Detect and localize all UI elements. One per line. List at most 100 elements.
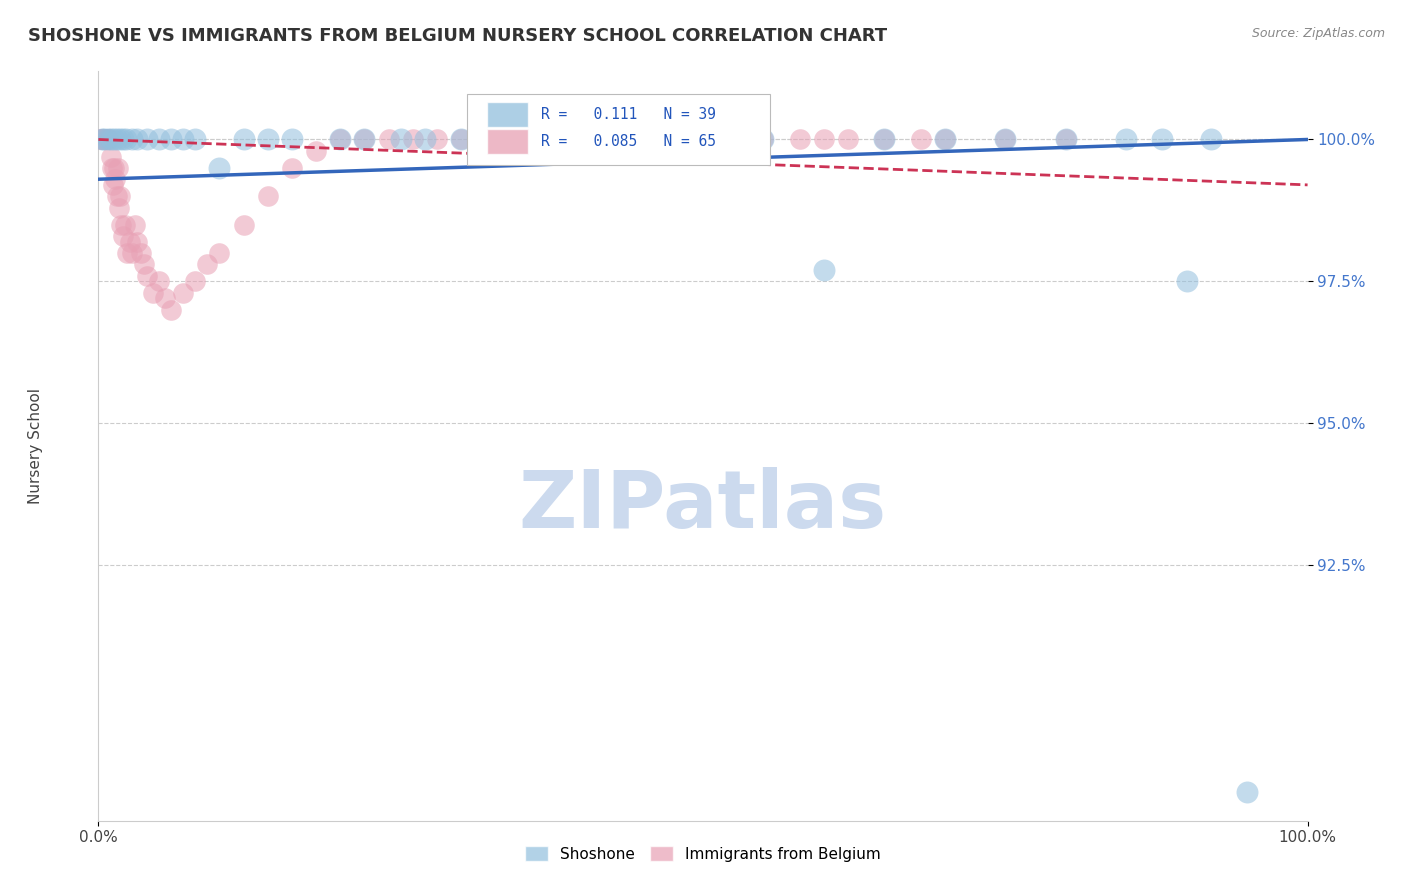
Point: [104, 172, 127, 186]
Point: [873, 132, 896, 146]
Point: [100, 132, 122, 146]
Point: [510, 132, 533, 146]
Point: [195, 257, 218, 271]
FancyBboxPatch shape: [486, 102, 527, 127]
Text: R =   0.111   N = 39: R = 0.111 N = 39: [541, 107, 716, 121]
Point: [837, 132, 859, 146]
FancyBboxPatch shape: [467, 94, 769, 165]
Point: [96, 132, 118, 146]
Point: [1054, 132, 1077, 146]
Point: [668, 132, 690, 146]
Point: [450, 132, 472, 146]
Text: ZIPatlas: ZIPatlas: [519, 467, 887, 545]
Point: [127, 132, 149, 146]
Point: [1115, 132, 1137, 146]
Point: [100, 161, 122, 175]
Point: [118, 235, 141, 249]
Point: [172, 132, 194, 146]
Point: [93, 132, 115, 146]
Y-axis label: Nursery School: Nursery School: [28, 388, 42, 504]
Point: [135, 268, 157, 283]
Point: [692, 132, 714, 146]
Point: [90, 132, 112, 146]
Point: [184, 132, 207, 146]
Point: [172, 285, 194, 300]
Text: R =   0.085   N = 65: R = 0.085 N = 65: [541, 134, 716, 149]
Point: [93, 132, 115, 146]
Point: [103, 132, 125, 146]
Point: [813, 263, 835, 277]
Point: [281, 161, 304, 175]
Point: [1054, 132, 1077, 146]
Point: [184, 274, 207, 288]
Point: [1175, 274, 1198, 288]
Point: [108, 201, 131, 215]
Point: [510, 132, 533, 146]
Point: [105, 132, 128, 146]
Point: [813, 132, 835, 146]
Point: [329, 132, 352, 146]
Point: [353, 132, 375, 146]
Point: [547, 132, 569, 146]
Point: [281, 132, 304, 146]
Point: [105, 189, 128, 203]
Point: [160, 132, 183, 146]
Point: [111, 132, 134, 146]
Point: [115, 132, 138, 146]
Point: [474, 132, 496, 146]
Point: [256, 132, 278, 146]
Point: [153, 292, 176, 306]
Point: [148, 132, 170, 146]
Point: [752, 132, 775, 146]
Point: [571, 132, 593, 146]
Point: [752, 132, 775, 146]
Point: [631, 132, 654, 146]
Point: [107, 161, 129, 175]
Point: [716, 132, 738, 146]
Point: [208, 246, 231, 260]
Point: [329, 132, 352, 146]
Point: [353, 132, 375, 146]
Point: [91, 132, 114, 146]
Point: [103, 161, 125, 175]
Point: [1236, 785, 1258, 799]
Point: [129, 246, 152, 260]
Point: [910, 132, 932, 146]
Point: [110, 218, 132, 232]
Point: [873, 132, 896, 146]
Point: [121, 246, 143, 260]
Point: [148, 274, 170, 288]
Point: [91, 132, 114, 146]
Point: [631, 132, 654, 146]
Point: [994, 132, 1017, 146]
Point: [127, 235, 149, 249]
Point: [94, 132, 117, 146]
Point: [232, 218, 254, 232]
Point: [117, 246, 139, 260]
Point: [934, 132, 956, 146]
Point: [305, 144, 328, 158]
Point: [256, 189, 278, 203]
Point: [595, 132, 617, 146]
Point: [108, 132, 131, 146]
Point: [135, 132, 157, 146]
Point: [111, 229, 134, 244]
Point: [1152, 132, 1174, 146]
Point: [450, 132, 472, 146]
Point: [121, 132, 143, 146]
Point: [134, 257, 156, 271]
Point: [789, 132, 811, 146]
Point: [89, 132, 111, 146]
Point: [114, 218, 136, 232]
Point: [208, 161, 231, 175]
Point: [98, 132, 121, 146]
Legend: Shoshone, Immigrants from Belgium: Shoshone, Immigrants from Belgium: [524, 846, 882, 862]
Point: [101, 178, 124, 192]
Point: [413, 132, 436, 146]
Point: [934, 132, 956, 146]
Text: Source: ZipAtlas.com: Source: ZipAtlas.com: [1251, 27, 1385, 40]
Point: [1199, 132, 1222, 146]
Point: [232, 132, 254, 146]
Point: [91, 132, 114, 146]
Point: [160, 302, 183, 317]
